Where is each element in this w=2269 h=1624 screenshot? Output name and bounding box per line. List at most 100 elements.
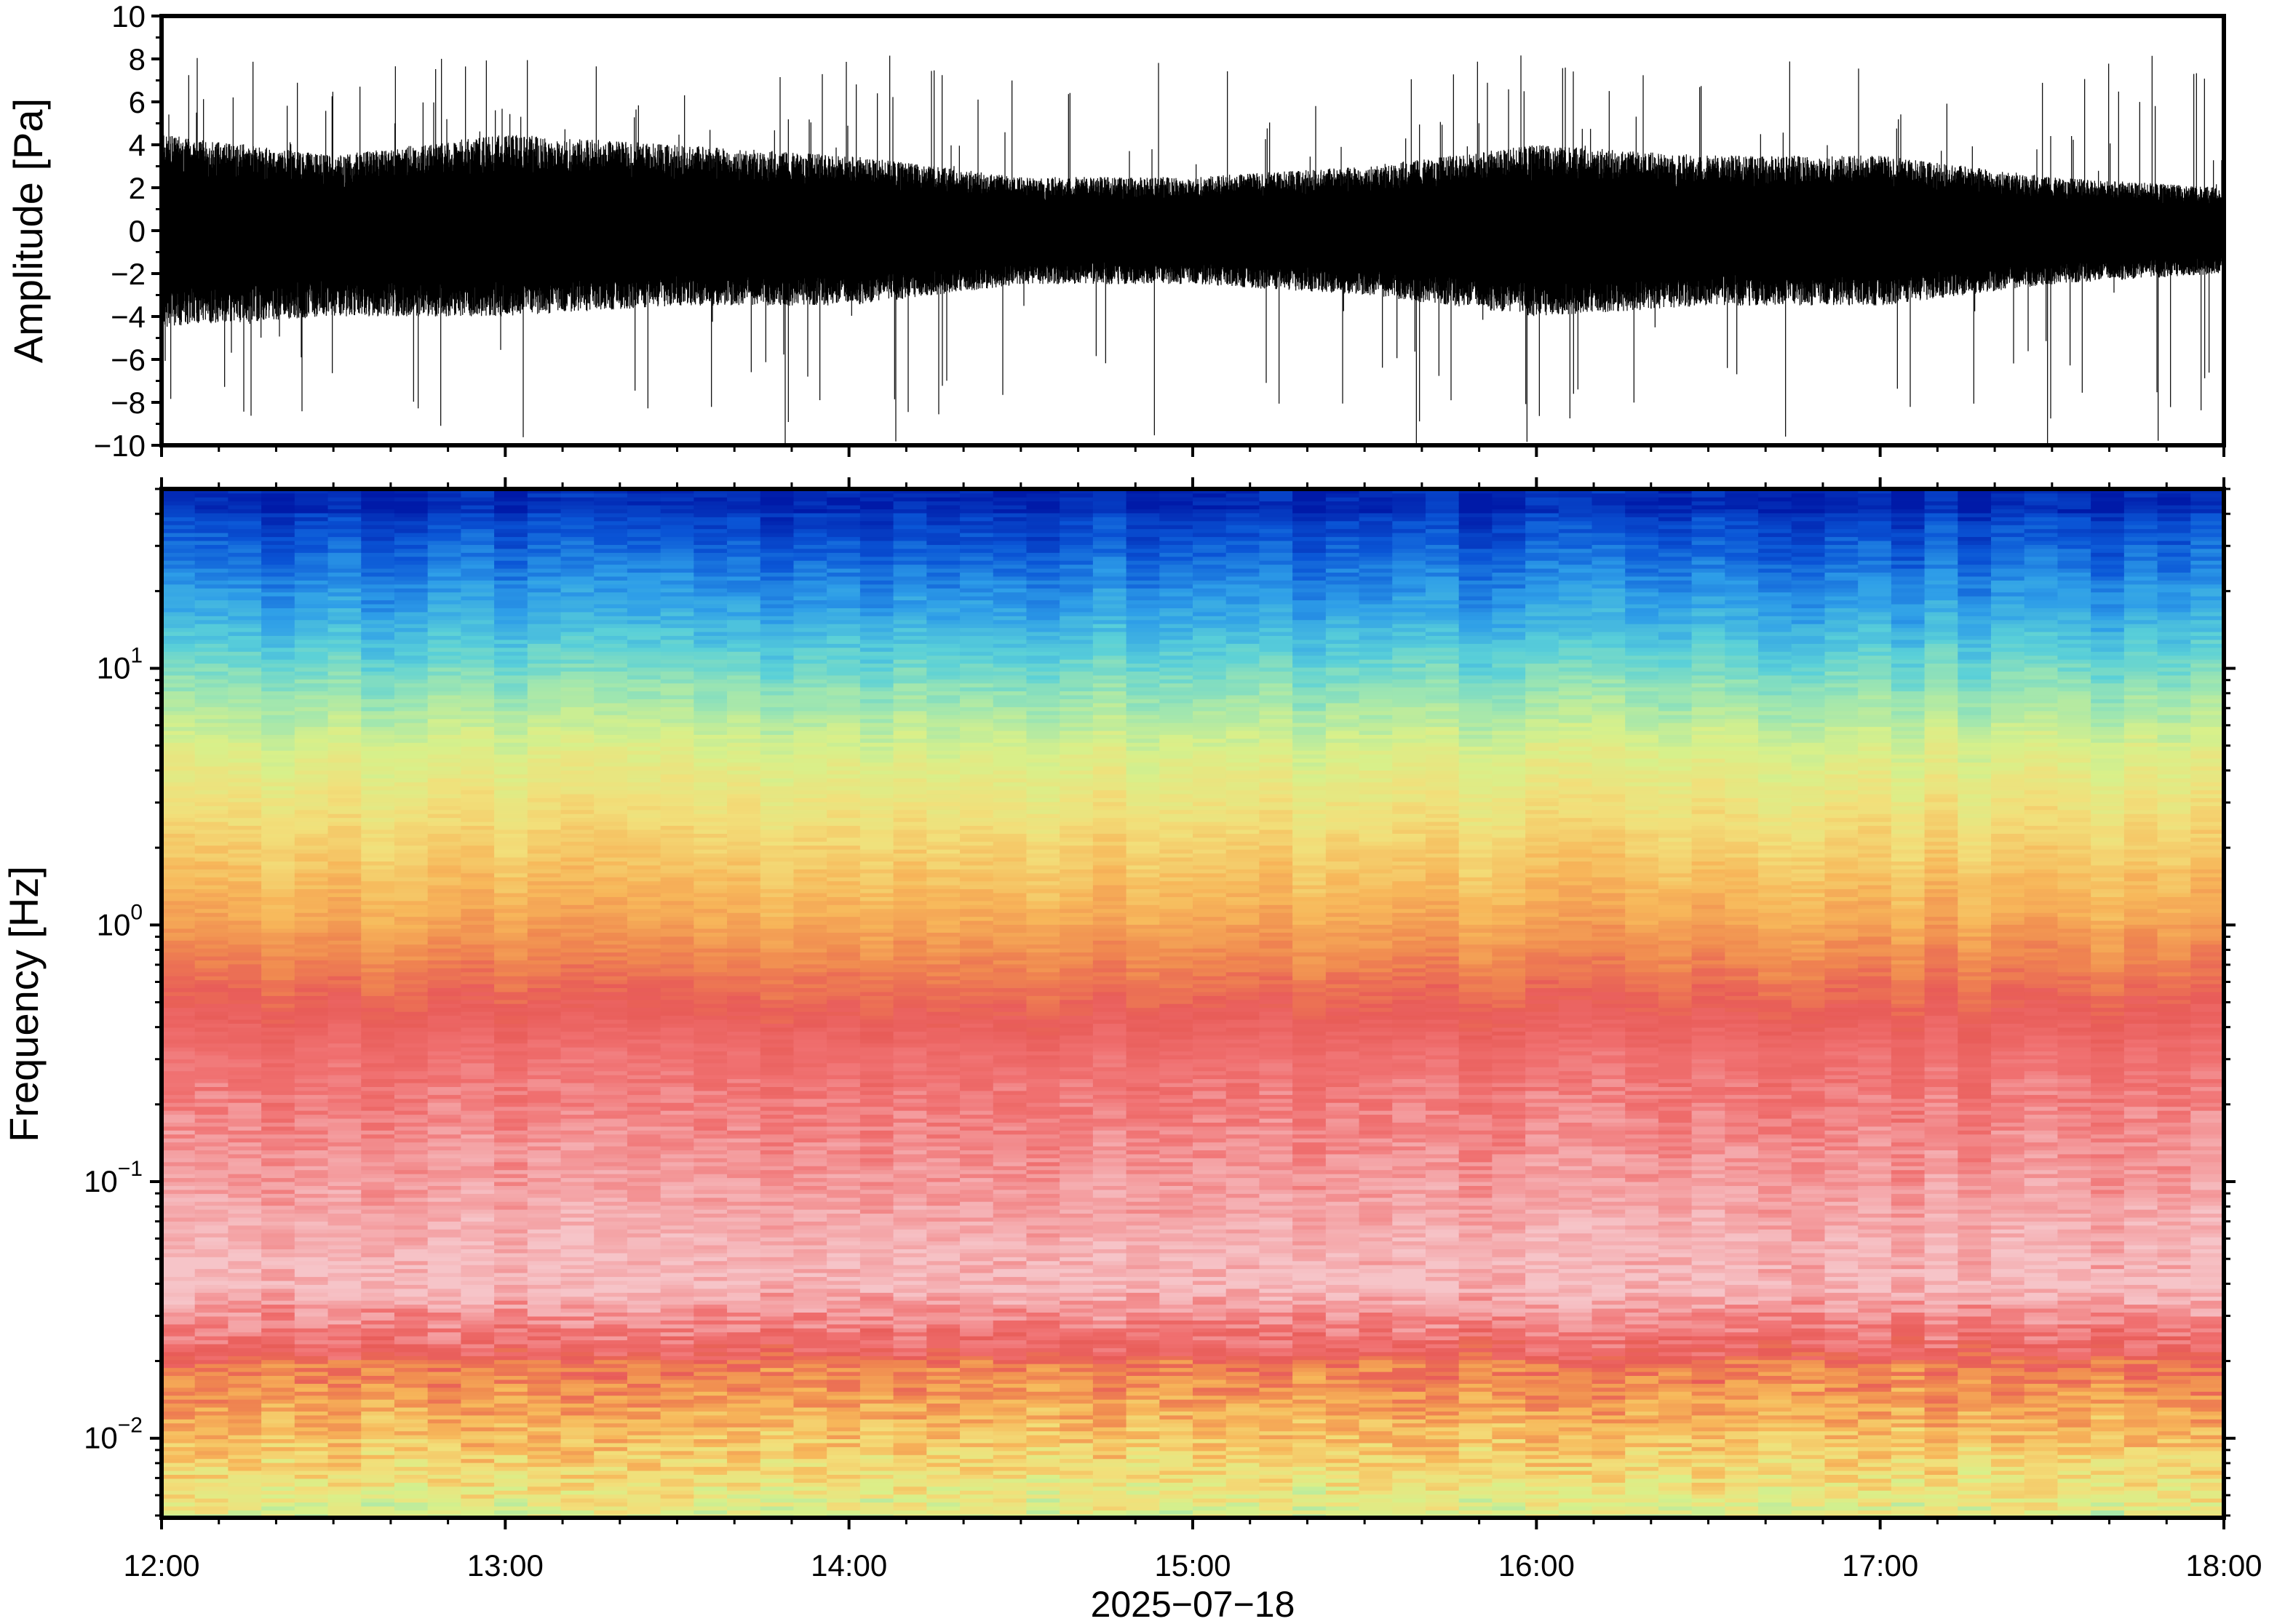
spectrogram-cell: [162, 793, 196, 798]
spectrogram-cell: [660, 1276, 695, 1281]
spectrogram-cell: [427, 734, 462, 739]
spectrogram-cell: [228, 1422, 262, 1428]
spectrogram-cell: [394, 690, 429, 696]
spectrogram-cell: [261, 1351, 295, 1356]
spectrogram-cell: [294, 1067, 329, 1072]
spectrogram-cell: [594, 616, 628, 621]
spectrogram-cell: [694, 587, 728, 593]
spectrogram-cell: [261, 650, 295, 656]
spectrogram-cell: [760, 920, 795, 926]
spectrogram-cell: [594, 718, 628, 723]
spectrogram-cell: [694, 991, 728, 996]
spectrogram-cell: [694, 869, 728, 874]
spectrogram-cell: [760, 1236, 795, 1242]
spectrogram-cell: [162, 872, 196, 877]
spectrogram-cell: [594, 666, 628, 672]
spectrogram-cell: [694, 686, 728, 692]
spectrogram-cell: [660, 1438, 695, 1444]
spectrogram-cell: [194, 1304, 229, 1309]
spectrogram-cell: [194, 971, 229, 976]
spectrogram-cell: [594, 1430, 628, 1436]
spectrogram-cell: [261, 690, 295, 696]
spectrogram-cell: [228, 552, 262, 557]
spectrogram-cell: [594, 1288, 628, 1293]
spectrogram-cell: [294, 493, 329, 498]
spectrogram-cell: [294, 960, 329, 965]
spectrogram-cell: [194, 1299, 229, 1305]
spectrogram-cell: [361, 1094, 395, 1099]
spectrogram-cell: [694, 845, 728, 850]
spectrogram-cell: [461, 1078, 495, 1083]
spectrogram-cell: [361, 1011, 395, 1016]
spectrogram-cell: [660, 1375, 695, 1380]
spectrogram-cell: [527, 1315, 562, 1321]
spectrogram-cell: [162, 1320, 196, 1325]
spectrogram-cell: [194, 702, 229, 707]
spectrogram-cell: [727, 1150, 761, 1155]
spectrogram-cell: [560, 1454, 595, 1460]
spectrogram-cell: [394, 1130, 429, 1135]
spectrogram-cell: [560, 1450, 595, 1455]
spectrogram-cell: [660, 1031, 695, 1036]
spectrogram-cell: [261, 1122, 295, 1127]
spectrogram-cell: [427, 1497, 462, 1503]
spectrogram-cell: [594, 1268, 628, 1273]
spectrogram-cell: [527, 952, 562, 957]
spectrogram-cell: [361, 734, 395, 739]
spectrogram-cell: [694, 1181, 728, 1186]
spectrogram-cell: [461, 587, 495, 593]
spectrogram-cell: [327, 1217, 362, 1222]
spectrogram-cell: [560, 757, 595, 763]
spectrogram-cell: [261, 1356, 295, 1361]
spectrogram-cell: [327, 749, 362, 755]
spectrogram-cell: [461, 869, 495, 874]
spectrogram-cell: [560, 1090, 595, 1095]
spectrogram-cell: [394, 856, 429, 862]
spectrogram-cell: [427, 1462, 462, 1468]
spectrogram-cell: [228, 1122, 262, 1127]
spectrogram-cell: [560, 544, 595, 549]
spectrogram-cell: [461, 1422, 495, 1428]
spectrogram-cell: [261, 608, 295, 613]
spectrogram-cell: [162, 1454, 196, 1460]
spectrogram-cell: [627, 1153, 661, 1158]
spectrogram-cell: [162, 856, 196, 862]
spectrogram-cell: [228, 1126, 262, 1131]
spectrogram-cell: [560, 924, 595, 929]
spectrogram-cell: [494, 1221, 528, 1226]
spectrogram-cell: [560, 1142, 595, 1147]
spectrogram-cell: [162, 829, 196, 834]
spectrogram-cell: [760, 698, 795, 704]
spectrogram-cell: [361, 1257, 395, 1262]
spectrogram-cell: [660, 876, 695, 882]
spectrogram-cell: [694, 1356, 728, 1361]
spectrogram-cell: [627, 489, 661, 494]
spectrogram-cell: [760, 829, 795, 834]
spectrogram-cell: [228, 1185, 262, 1190]
spectrogram-cell: [760, 1130, 795, 1135]
spectrogram-cell: [461, 809, 495, 814]
spectrogram-cell: [394, 1462, 429, 1468]
spectrogram-cell: [228, 912, 262, 918]
spectrogram-cell: [694, 730, 728, 735]
spectrogram-cell: [461, 1340, 495, 1345]
spectrogram-cell: [660, 749, 695, 755]
spectrogram-cell: [627, 623, 661, 629]
spectrogram-cell: [527, 595, 562, 601]
spectrogram-cell: [560, 864, 595, 869]
spectrogram-cell: [162, 595, 196, 601]
spectrogram-cell: [228, 1106, 262, 1111]
spectrogram-cell: [660, 801, 695, 806]
spectrogram-cell: [660, 1185, 695, 1190]
spectrogram-cell: [294, 999, 329, 1004]
spectrogram-cell: [394, 821, 429, 827]
spectrogram-cell: [228, 686, 262, 692]
spectrogram-cell: [427, 908, 462, 913]
spectrogram-cell: [361, 876, 395, 882]
spectrogram-cell: [727, 1356, 761, 1361]
spectrogram-cell: [560, 765, 595, 771]
spectrogram-cell: [394, 512, 429, 517]
spectrogram-cell: [760, 1145, 795, 1151]
spectrogram-cell: [594, 1015, 628, 1020]
spectrogram-cell: [361, 742, 395, 747]
